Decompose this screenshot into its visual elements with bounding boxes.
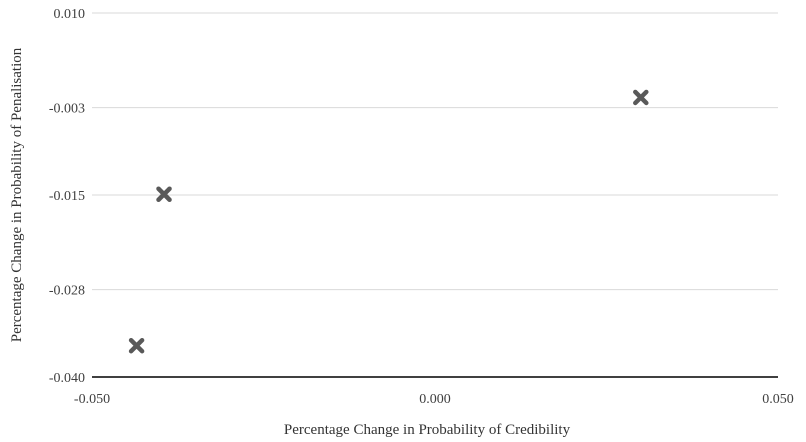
y-tick-label: -0.003 (49, 102, 85, 117)
y-tick-label: -0.040 (49, 371, 85, 386)
gridlines (92, 12, 778, 291)
y-tick-label: -0.028 (49, 284, 85, 299)
data-point-marker (156, 186, 172, 203)
y-axis-title: Percentage Change in Probability of Pena… (9, 47, 25, 342)
x-tick-label: -0.050 (74, 392, 110, 407)
x-axis-title: Percentage Change in Probability of Cred… (284, 422, 571, 438)
x-tick-labels: -0.050 0.000 0.050 (74, 392, 794, 407)
x-tick-label: 0.000 (419, 392, 451, 407)
data-points (128, 89, 649, 354)
data-point-marker (633, 89, 649, 106)
y-tick-labels: 0.010 -0.003 -0.015 -0.028 -0.040 (49, 7, 85, 386)
y-tick-label: 0.010 (54, 7, 86, 22)
y-tick-label: -0.015 (49, 189, 85, 204)
x-tick-label: 0.050 (762, 392, 794, 407)
data-point-marker (128, 337, 145, 354)
